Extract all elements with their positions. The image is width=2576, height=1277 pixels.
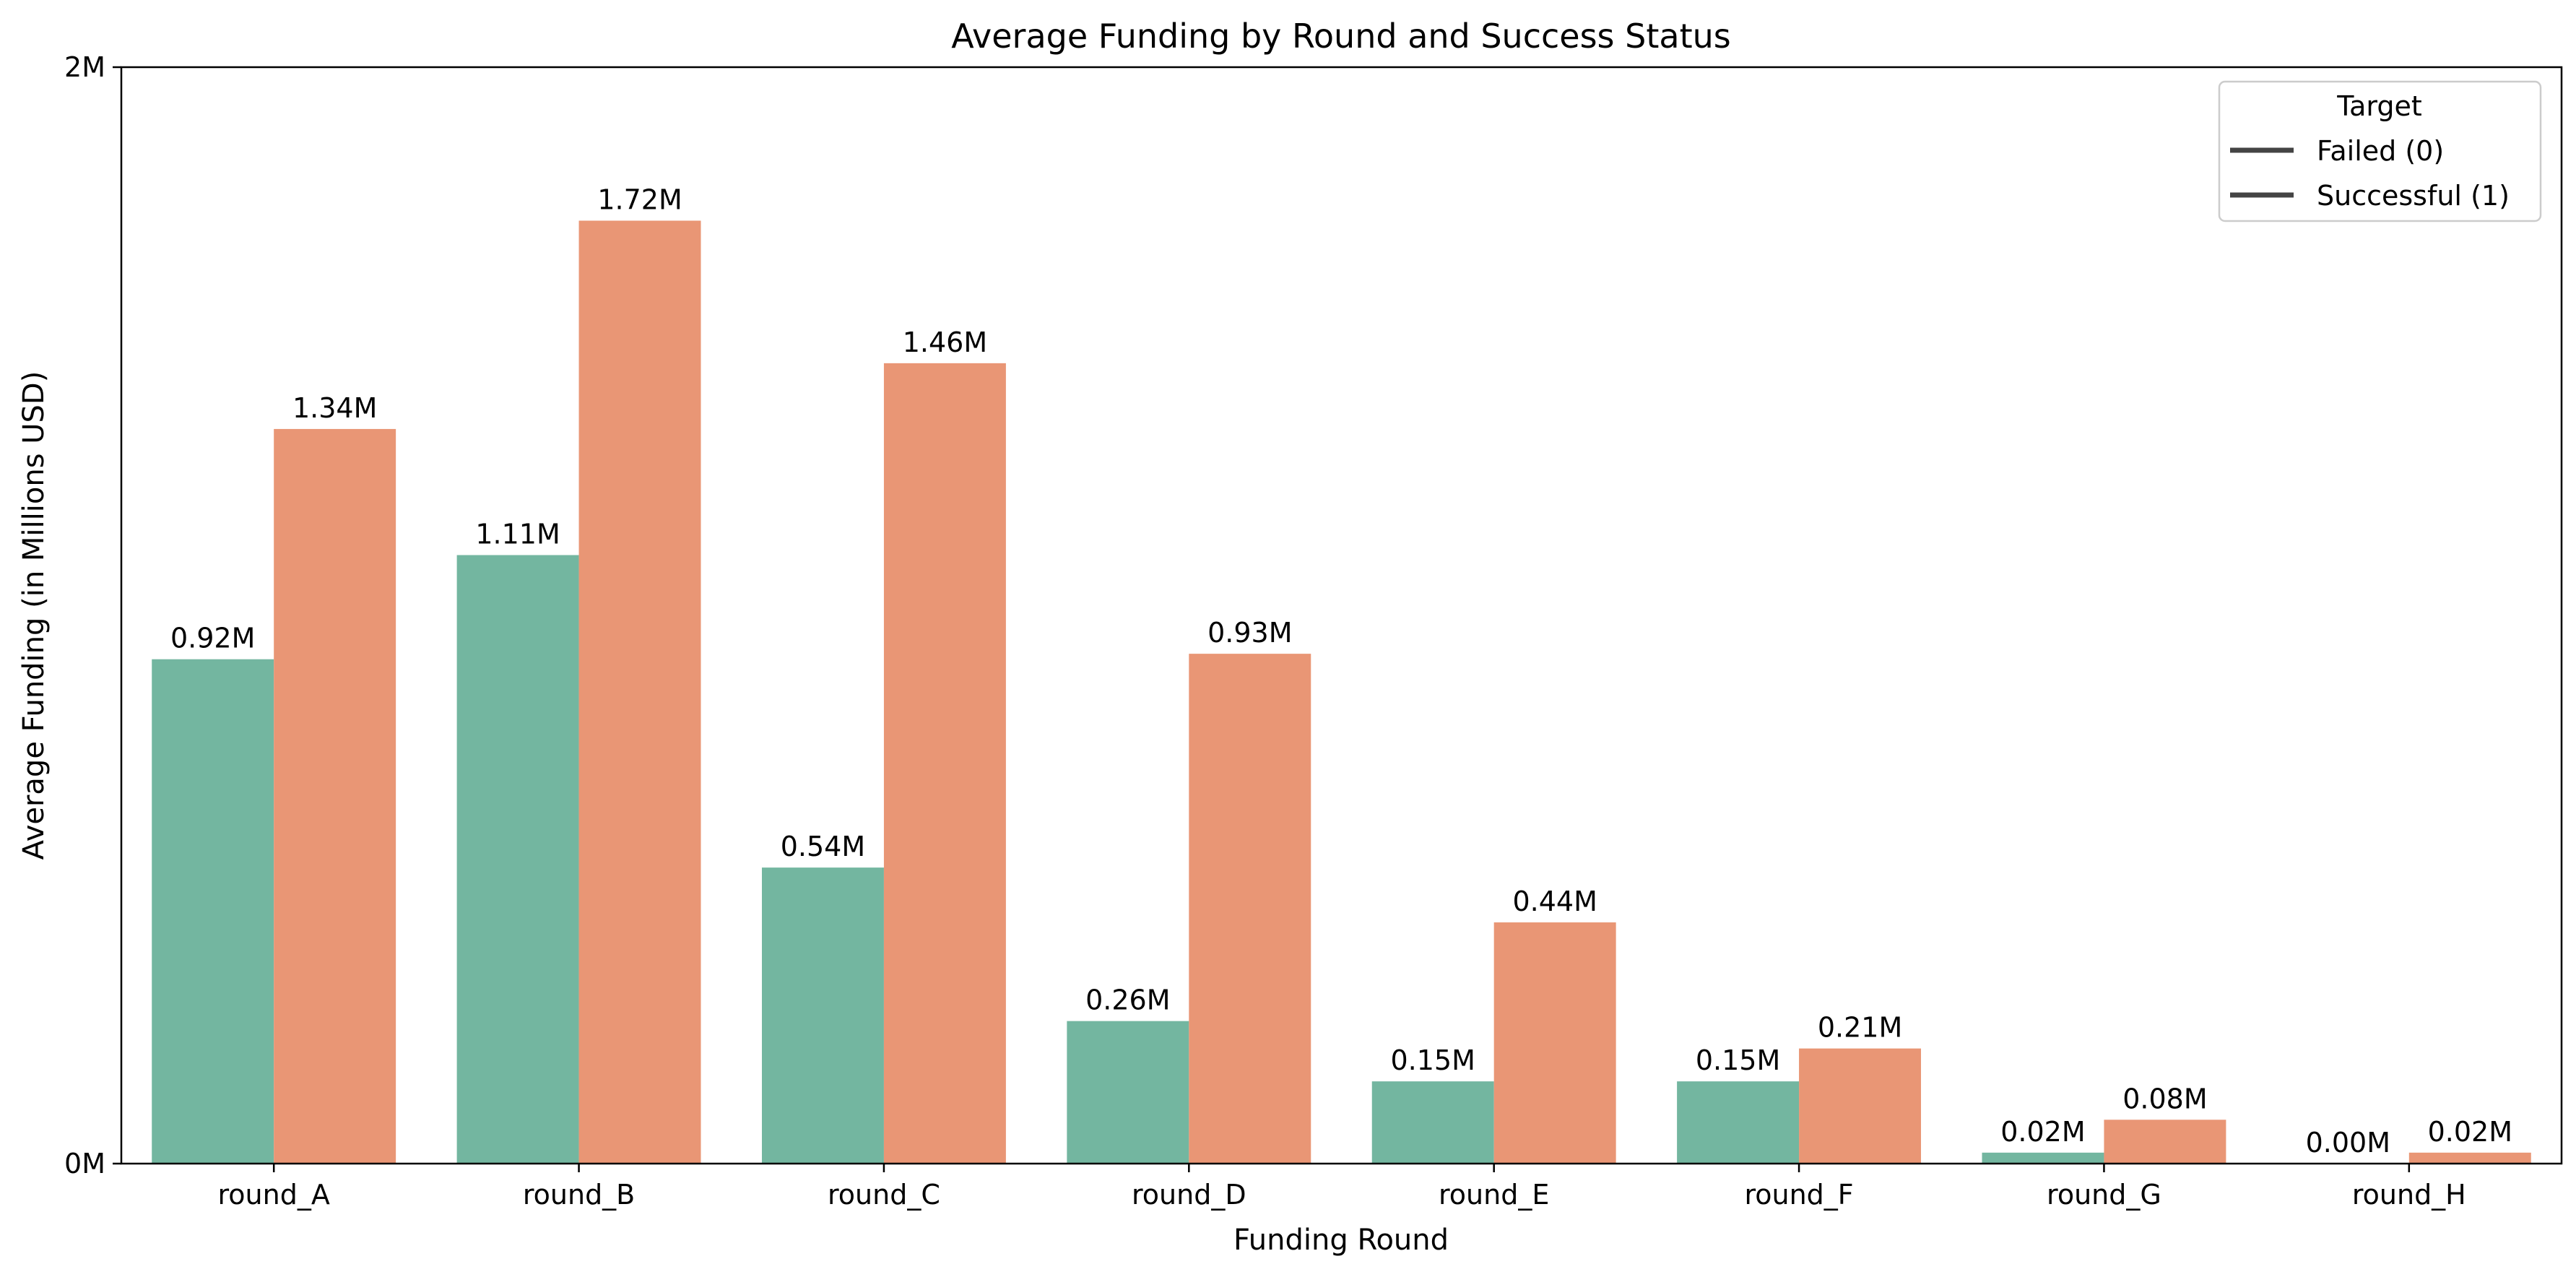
data-label-round_C-successful: 1.46M [903, 326, 987, 358]
data-label-round_F-failed: 0.15M [1696, 1044, 1780, 1076]
x-tick-label-round_E: round_E [1439, 1179, 1549, 1211]
bar-round_E-failed [1371, 1081, 1494, 1164]
data-label-round_D-failed: 0.26M [1085, 984, 1170, 1016]
chart-title: Average Funding by Round and Success Sta… [951, 17, 1730, 56]
bar-round_C-successful [883, 363, 1006, 1164]
bar-round_A-failed [152, 659, 274, 1164]
data-label-round_B-successful: 1.72M [597, 184, 682, 216]
bars-group [152, 220, 2531, 1164]
data-label-round_D-successful: 0.93M [1207, 617, 1292, 649]
x-tick-label-round_A: round_A [218, 1179, 330, 1211]
bar-round_B-failed [456, 555, 579, 1164]
y-tick-label-0: 0M [64, 1148, 105, 1179]
bar-round_E-successful [1493, 922, 1616, 1164]
bar-round_B-successful [578, 220, 701, 1164]
data-label-round_E-successful: 0.44M [1512, 886, 1597, 917]
legend-label-failed: Failed (0) [2317, 135, 2444, 167]
data-label-round_B-failed: 1.11M [475, 519, 560, 550]
x-tick-label-round_C: round_C [828, 1179, 940, 1211]
data-label-round_G-failed: 0.02M [2000, 1116, 2085, 1148]
bar-round_C-failed [761, 867, 884, 1164]
bar-round_G-failed [1982, 1152, 2104, 1164]
bar-round_H-successful [2408, 1152, 2531, 1164]
data-label-round_C-failed: 0.54M [781, 831, 865, 862]
data-labels-group: 0.92M 1.34M 1.11M 1.72M 0.54M 1.46M 0.26M 0.93M… [170, 184, 2512, 1159]
y-axis-label: Average Funding (in Millions USD) [17, 371, 51, 860]
bar-round_D-failed [1067, 1021, 1189, 1164]
data-label-round_A-failed: 0.92M [170, 623, 255, 654]
x-tick-label-round_H: round_H [2352, 1179, 2466, 1211]
x-tick-label-round_G: round_G [2047, 1179, 2161, 1211]
x-axis-label: Funding Round [1233, 1224, 1449, 1257]
data-label-round_E-failed: 0.15M [1391, 1044, 1475, 1076]
data-label-round_H-successful: 0.02M [2428, 1116, 2512, 1148]
legend: Target Failed (0) Successful (1) [2218, 80, 2542, 222]
legend-label-successful: Successful (1) [2317, 180, 2510, 212]
y-tick-label-1: 2M [64, 51, 105, 83]
data-label-round_H-failed: 0.00M [2306, 1127, 2390, 1159]
bar-round_D-successful [1189, 654, 1311, 1164]
data-label-round_F-successful: 0.21M [1818, 1012, 1902, 1044]
bar-round_F-successful [1799, 1048, 1922, 1164]
plot-frame [120, 66, 2563, 1165]
bar-round_F-failed [1677, 1081, 1800, 1164]
y-axis-ticks: 0M 2M [64, 51, 121, 1179]
data-label-round_A-successful: 1.34M [292, 392, 377, 424]
x-axis-ticks: round_A round_B round_C round_D round_E round… [218, 1164, 2466, 1211]
bar-round_A-successful [274, 428, 396, 1164]
bar-round_G-successful [2104, 1120, 2226, 1164]
data-label-round_G-successful: 0.08M [2122, 1083, 2207, 1114]
x-tick-label-round_F: round_F [1744, 1179, 1853, 1211]
legend-box [2218, 80, 2542, 222]
x-tick-label-round_B: round_B [523, 1179, 635, 1211]
legend-title: Target [2336, 90, 2422, 122]
x-tick-label-round_D: round_D [1132, 1179, 1246, 1211]
